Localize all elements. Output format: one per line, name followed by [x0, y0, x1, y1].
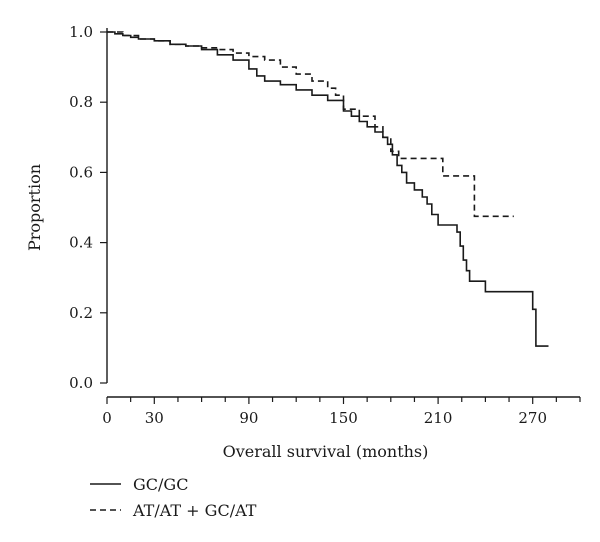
series-line-gcgc — [107, 31, 549, 347]
legend-label-gcgc: GC/GC — [133, 475, 188, 494]
y-tick-label: 0.8 — [69, 93, 93, 111]
x-tick-label: 30 — [145, 409, 164, 427]
y-tick-label: 0.0 — [69, 374, 93, 392]
y-tick-label: 0.2 — [69, 304, 93, 322]
x-tick-label: 270 — [518, 409, 547, 427]
x-tick-label: 0 — [102, 409, 112, 427]
x-tick-label: 210 — [424, 409, 453, 427]
y-tick-label: 0.6 — [69, 163, 93, 181]
x-tick-label: 150 — [329, 409, 358, 427]
legend-label-at-gcat: AT/AT + GC/AT — [132, 501, 257, 520]
y-tick-label: 1.0 — [69, 23, 93, 41]
x-axis-title: Overall survival (months) — [223, 442, 429, 461]
y-axis-ticks: 0.0 0.2 0.4 0.6 0.8 1.0 — [69, 23, 107, 392]
series-layer — [107, 31, 549, 347]
x-axis-ticks: 0 30 90 150 210 270 — [102, 397, 581, 427]
plot-area: 0.0 0.2 0.4 0.6 0.8 1.0 0 30 90 150 210 270 — [69, 23, 581, 427]
series-line-at-gcat — [107, 31, 514, 218]
y-axis-title: Proportion — [25, 164, 44, 251]
legend: GC/GC AT/AT + GC/AT — [90, 475, 257, 520]
legend-item-at-gcat: AT/AT + GC/AT — [90, 501, 257, 520]
x-tick-label: 90 — [239, 409, 258, 427]
y-tick-label: 0.4 — [69, 234, 93, 252]
legend-item-gcgc: GC/GC — [90, 475, 188, 494]
